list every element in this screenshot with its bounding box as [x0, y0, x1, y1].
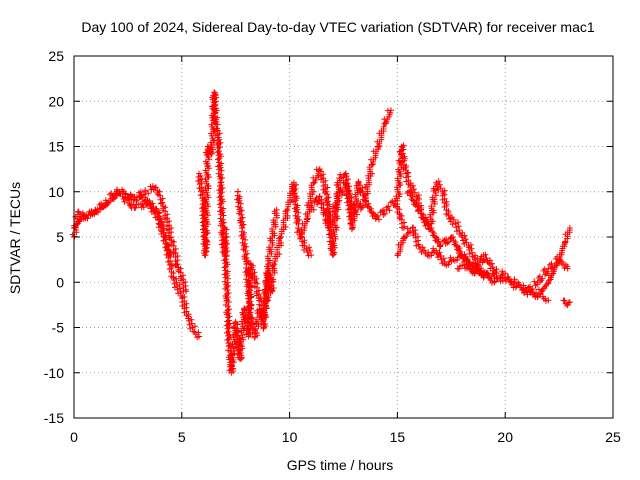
series-trail	[561, 297, 572, 309]
series-trail	[308, 179, 408, 231]
series-track-7	[263, 179, 315, 305]
x-tick-label: 20	[497, 429, 513, 445]
chart-title: Day 100 of 2024, Sidereal Day-to-day VTE…	[81, 19, 594, 35]
series-trail	[456, 251, 500, 276]
y-tick-label: 0	[56, 274, 64, 290]
series-trail	[525, 255, 571, 295]
y-tick-label: 20	[48, 93, 64, 109]
x-tick-label: 0	[70, 429, 78, 445]
series-trail	[234, 188, 280, 341]
y-tick-label: 15	[48, 139, 64, 155]
series-track-15	[523, 255, 571, 295]
y-tick-label: 10	[48, 184, 64, 200]
data-point	[502, 274, 509, 281]
y-tick-label: -15	[44, 410, 64, 426]
x-tick-label: 5	[178, 429, 186, 445]
series-trail	[195, 89, 230, 260]
series-track-6	[234, 188, 280, 341]
grid-lines	[74, 56, 613, 418]
y-tick-label: 25	[48, 48, 64, 64]
data-points	[69, 89, 573, 376]
series-track-11	[394, 224, 509, 282]
axis-ticks	[73, 55, 614, 419]
series-trail	[121, 194, 173, 259]
series-trail	[394, 224, 507, 282]
x-axis-label: GPS time / hours	[287, 457, 394, 473]
series-track-16	[560, 297, 573, 309]
y-tick-label: 5	[56, 229, 64, 245]
x-tick-label: 25	[605, 429, 621, 445]
y-axis-label: SDTVAR / TECUs	[7, 182, 23, 294]
x-tick-label: 15	[390, 429, 406, 445]
y-tick-label: -5	[52, 320, 65, 336]
series-track-3	[120, 194, 173, 259]
data-point	[265, 297, 272, 304]
x-tick-label: 10	[282, 429, 298, 445]
series-track-4	[195, 89, 230, 260]
series-track-13	[454, 251, 500, 277]
y-tick-labels: 25 20 15 10 5 0 -5 -10 -15	[44, 48, 64, 426]
x-tick-labels: 0 5 10 15 20 25	[70, 429, 621, 445]
series-trail	[69, 183, 189, 294]
y-tick-label: -10	[44, 365, 64, 381]
